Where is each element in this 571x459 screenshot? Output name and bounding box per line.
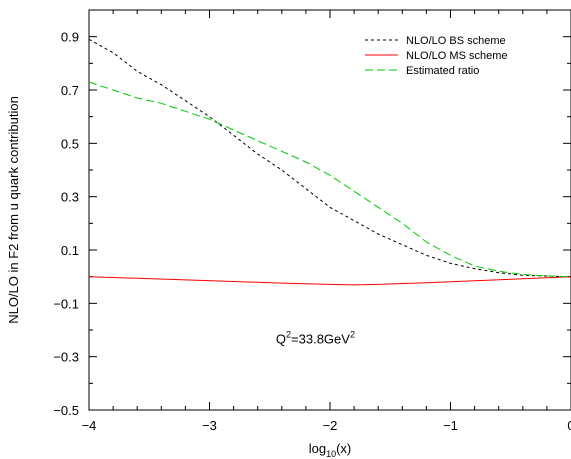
plot-frame (88, 9, 571, 411)
legend-label-3: Estimated ratio (406, 65, 479, 77)
y-tick-label: −0.3 (53, 350, 79, 365)
annotation-q: Q (276, 331, 286, 346)
q2-annotation: Q2=33.8GeV2 (276, 329, 355, 346)
series-group (88, 38, 571, 286)
y-tick-label: −0.1 (53, 296, 79, 311)
annotation-sup2: 2 (350, 329, 355, 339)
legend-label-2: NLO/LO MS scheme (406, 50, 507, 62)
y-tick-label: 0.1 (61, 243, 79, 258)
series-line-2 (88, 276, 571, 286)
y-tick-label: −0.5 (53, 403, 79, 418)
ticks-group: −4 −3 −2 −1 0 −0.5 −0.3 −0.1 0.1 0.3 0.5 0.7 0.9 (53, 10, 571, 433)
x-tick-label: −2 (323, 418, 338, 433)
y-tick-label: 0.7 (61, 83, 79, 98)
x-axis-label-subscript: 10 (326, 449, 336, 459)
y-tick-label: 0.5 (61, 136, 79, 151)
series-line-3 (88, 81, 571, 278)
x-tick-label: 0 (567, 418, 571, 433)
x-tick-label: −3 (202, 418, 217, 433)
x-axis-label: log10(x) (309, 441, 352, 459)
series-line-1 (88, 38, 571, 278)
y-tick-label: 0.3 (61, 190, 79, 205)
y-axis-label: NLO/LO in F2 from u quark contribution (6, 96, 21, 324)
x-tick-label: −4 (82, 418, 97, 433)
annotation-sup1: 2 (286, 329, 291, 339)
annotation-value: =33.8GeV (291, 331, 350, 346)
legend-label-1: NLO/LO BS scheme (406, 35, 506, 47)
x-tick-label: −1 (443, 418, 458, 433)
x-axis-label-main: log (309, 441, 326, 456)
legend: NLO/LO BS scheme NLO/LO MS scheme Estimate… (365, 35, 507, 77)
x-axis-label-suffix: (x) (336, 441, 351, 456)
y-tick-label: 0.9 (61, 30, 79, 45)
